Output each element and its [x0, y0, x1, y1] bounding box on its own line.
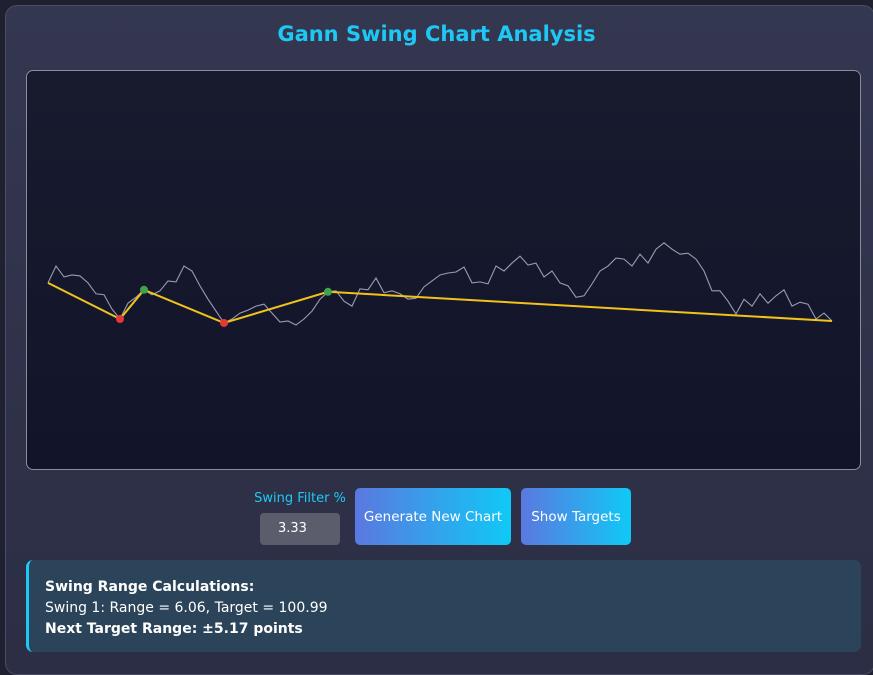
filter-input[interactable]: 3.33: [260, 513, 340, 545]
generate-button[interactable]: Generate New Chart: [355, 488, 511, 545]
page-title: Gann Swing Chart Analysis: [277, 22, 596, 46]
info-heading: Swing Range Calculations:: [45, 579, 255, 595]
price-line: [47, 242, 833, 326]
chart-panel: [26, 70, 861, 470]
chart: [47, 242, 833, 327]
targets-button[interactable]: Show Targets: [521, 488, 631, 545]
swing-line: [47, 281, 833, 325]
filter-label: Swing Filter %: [254, 491, 346, 506]
swing-low-point: [220, 318, 228, 327]
info-box: Swing Range Calculations: Swing 1: Range…: [26, 560, 861, 652]
swing-low-point: [116, 315, 124, 324]
swing-high-point: [140, 285, 148, 294]
swing-high-point: [324, 287, 332, 296]
info-line: Next Target Range: ±5.17 points: [45, 621, 303, 637]
info-line: Swing 1: Range = 6.06, Target = 100.99: [45, 600, 328, 616]
